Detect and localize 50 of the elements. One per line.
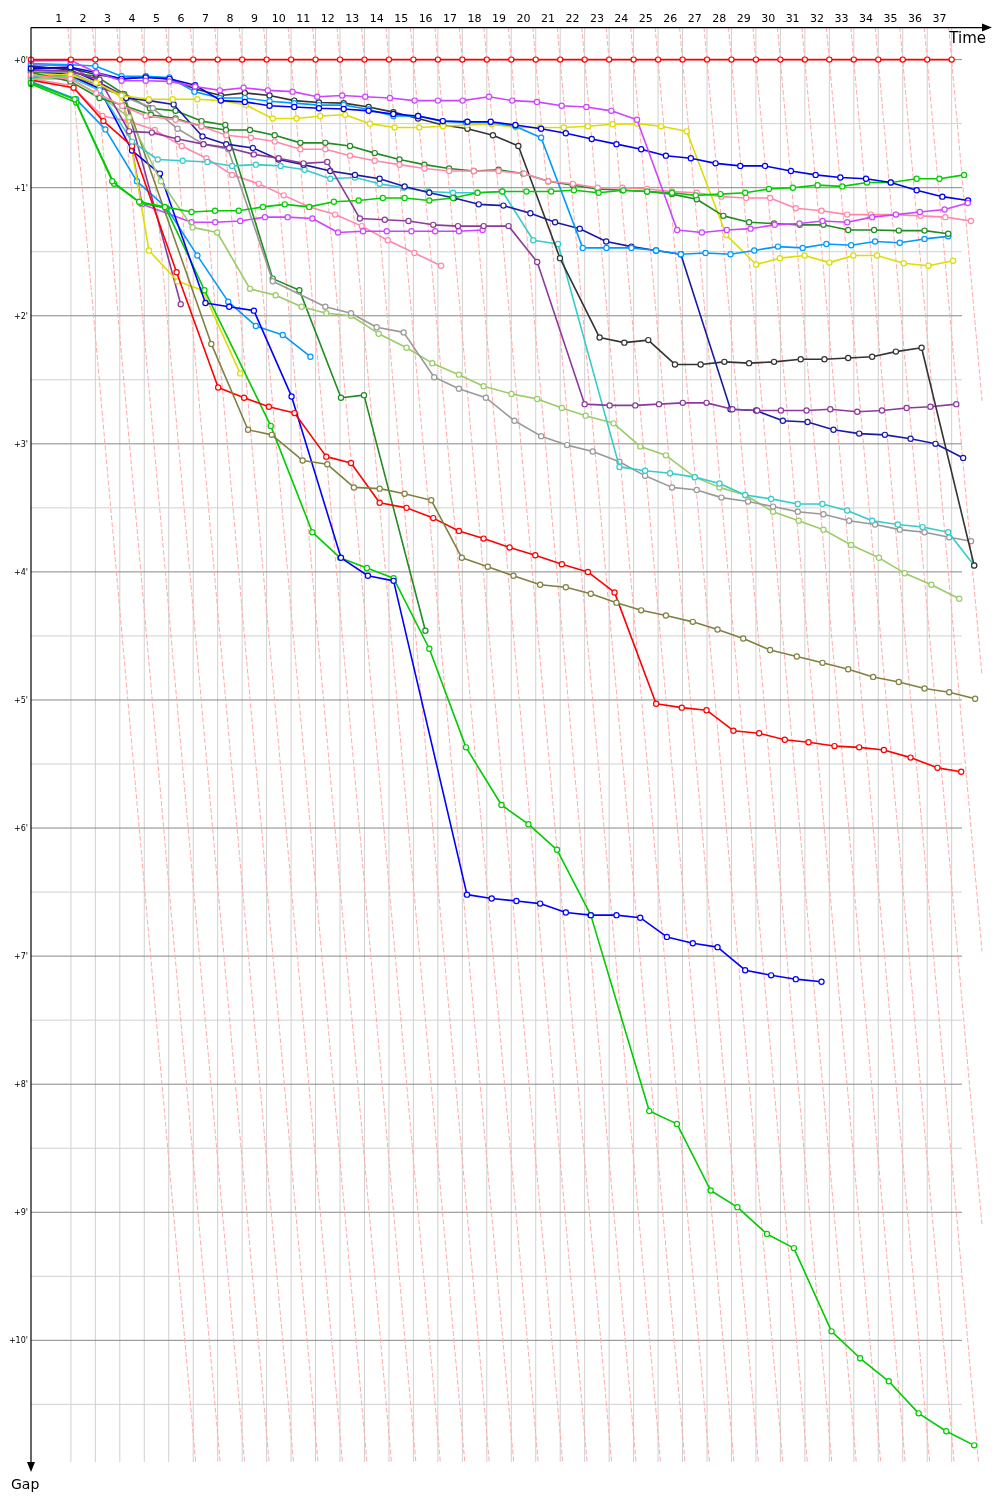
- x-tick-label: 14: [369, 11, 384, 25]
- x-tick-label: 22: [565, 11, 580, 25]
- x-tick-label: 36: [907, 11, 922, 25]
- x-tick-label: 26: [663, 11, 678, 25]
- x-tick-label: 30: [761, 11, 776, 25]
- x-tick-label: 20: [516, 11, 531, 25]
- y-tick-label: +6': [14, 824, 28, 834]
- x-tick-label: 3: [104, 11, 112, 25]
- x-tick-label: 11: [296, 11, 311, 25]
- x-tick-label: 29: [736, 11, 751, 25]
- y-tick-label: +2': [14, 311, 28, 321]
- x-tick-label: 21: [540, 11, 555, 25]
- x-tick-label: 5: [153, 11, 161, 25]
- x-tick-label: 16: [418, 11, 433, 25]
- x-tick-label: 6: [177, 11, 185, 25]
- x-tick-label: 32: [810, 11, 825, 25]
- x-tick-label: 28: [712, 11, 727, 25]
- x-tick-label: 23: [589, 11, 604, 25]
- x-tick-label: 7: [201, 11, 209, 25]
- x-tick-label: 1: [55, 11, 63, 25]
- y-tick-label: +9': [14, 1208, 28, 1218]
- x-tick-label: 19: [492, 11, 507, 25]
- x-tick-label: 33: [834, 11, 849, 25]
- y-axis-title: Gap: [11, 1476, 40, 1492]
- y-tick-label: +0': [14, 55, 28, 65]
- x-tick-label: 35: [883, 11, 898, 25]
- x-tick-label: 13: [345, 11, 360, 25]
- x-tick-label: 27: [687, 11, 702, 25]
- x-tick-label: 24: [614, 11, 629, 25]
- y-tick-label: +5': [14, 695, 28, 705]
- x-tick-label: 18: [467, 11, 482, 25]
- x-tick-label: 9: [250, 11, 258, 25]
- x-tick-label: 10: [271, 11, 286, 25]
- x-tick-label: 4: [128, 11, 136, 25]
- x-tick-label: 12: [320, 11, 335, 25]
- x-tick-label: 2: [79, 11, 87, 25]
- x-tick-label: 25: [638, 11, 653, 25]
- y-tick-label: +1': [14, 183, 28, 193]
- x-tick-label: 37: [932, 11, 947, 25]
- x-tick-label: 15: [394, 11, 409, 25]
- y-tick-label: +7': [14, 952, 28, 962]
- x-tick-label: 17: [443, 11, 458, 25]
- y-tick-label: +8': [14, 1080, 28, 1090]
- x-axis-title: Time: [948, 28, 986, 47]
- x-tick-label: 31: [785, 11, 800, 25]
- y-tick-label: +3': [14, 439, 28, 449]
- y-tick-label: +4': [14, 567, 28, 577]
- y-tick-label: +10': [8, 1336, 28, 1346]
- x-tick-label: 8: [226, 11, 234, 25]
- x-tick-label: 34: [859, 11, 874, 25]
